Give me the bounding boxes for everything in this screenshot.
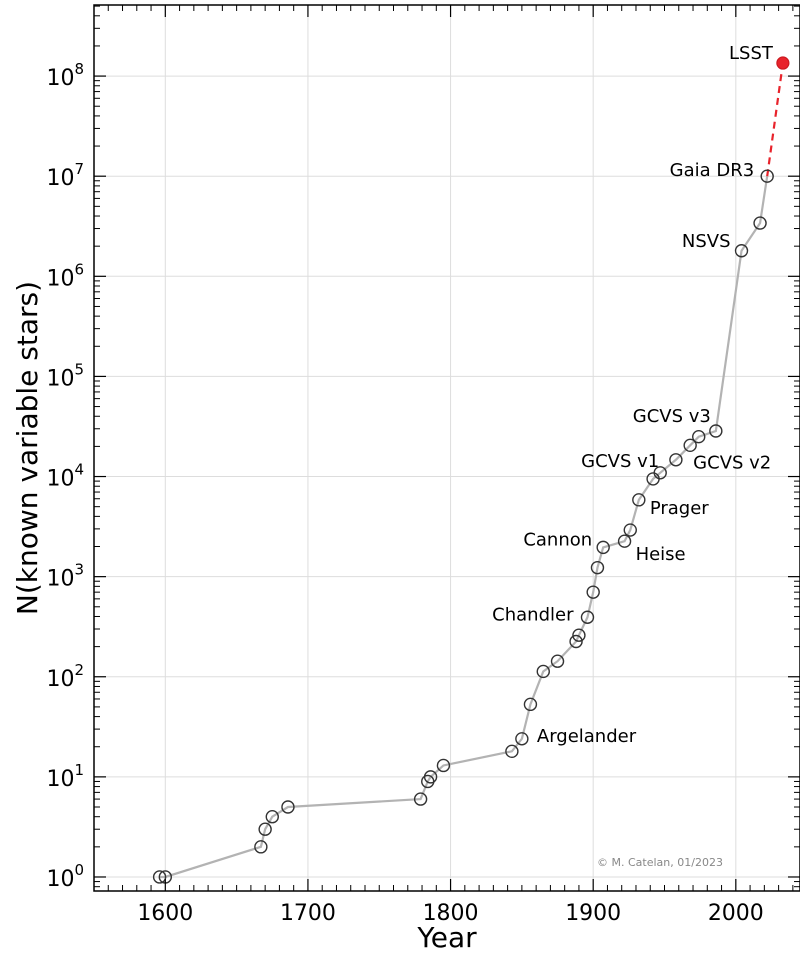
grid-lines (94, 5, 800, 891)
data-point (281, 800, 295, 814)
data-point (569, 634, 583, 649)
data-point (254, 840, 268, 854)
data-point (617, 534, 632, 548)
annotation-label: LSST (729, 43, 774, 64)
data-point (596, 540, 610, 555)
x-tick-label: 2000 (708, 901, 764, 926)
annotation-label: NSVS (682, 231, 731, 252)
y-tick-labels: 100 101 102 103 104 105 106 107 108 (46, 60, 84, 892)
x-tick-label: 1600 (137, 901, 193, 926)
data-point (572, 628, 586, 642)
y-tick-label: 107 (46, 160, 84, 191)
annotation-label: Chandler (492, 604, 574, 625)
data-point (436, 758, 451, 773)
y-axis-label: N(known variable stars) (11, 281, 44, 615)
data-point (586, 585, 600, 599)
data-point (653, 466, 667, 480)
data-point (265, 810, 279, 824)
data-point (580, 610, 595, 624)
series-lines (159, 62, 784, 879)
data-point (536, 664, 550, 679)
x-tick-labels: 1600 1700 1800 1900 2000 (137, 901, 764, 926)
plot-frame (93, 4, 800, 892)
data-point (590, 560, 605, 575)
y-tick-label: 108 (46, 60, 84, 91)
annotation-label: Heise (636, 544, 686, 565)
data-markers (152, 56, 790, 884)
data-point (550, 654, 565, 668)
y-tick-label: 103 (46, 561, 84, 592)
x-tick-label: 1800 (423, 901, 479, 926)
annotation-label: Prager (650, 498, 709, 519)
data-point (669, 453, 683, 467)
data-point (258, 822, 272, 836)
annotation-label: GCVS v1 (581, 451, 659, 472)
data-point (623, 523, 637, 537)
data-point (753, 216, 767, 230)
y-tick-label: 102 (46, 661, 84, 692)
data-point (423, 770, 438, 784)
data-point (632, 493, 646, 507)
projection-dashed-line (766, 62, 784, 177)
data-point (734, 244, 749, 258)
x-axis-label: Year (416, 921, 477, 953)
annotation-label: Argelander (537, 726, 637, 747)
data-point (505, 744, 519, 759)
x-tick-label: 1700 (280, 901, 336, 926)
y-tick-label: 101 (46, 761, 84, 792)
data-point (523, 697, 538, 712)
data-point (692, 429, 706, 444)
lsst-point (776, 56, 790, 70)
y-tick-label: 100 (46, 861, 84, 892)
data-point (709, 424, 723, 438)
data-point (152, 870, 167, 884)
annotation-label: Cannon (523, 529, 592, 550)
x-tick-label: 1900 (565, 901, 621, 926)
axis-ticks (94, 5, 800, 891)
annotation-label: GCVS v2 (693, 452, 771, 473)
data-point (683, 438, 697, 453)
y-tick-label: 105 (46, 360, 84, 391)
annotation-label: GCVS v3 (633, 406, 711, 427)
data-point (760, 169, 774, 183)
data-point (413, 792, 428, 806)
data-point (515, 732, 529, 746)
annotation-label: Gaia DR3 (670, 160, 755, 181)
y-tick-label: 106 (46, 260, 84, 291)
y-tick-label: 104 (46, 461, 84, 492)
main-series-line (159, 176, 769, 879)
credit-text: © M. Catelan, 01/2023 (597, 856, 723, 869)
point-annotations: LSST Gaia DR3 NSVS GCVS v3 GCVS v1 GCVS v2 Pra… (492, 43, 774, 747)
